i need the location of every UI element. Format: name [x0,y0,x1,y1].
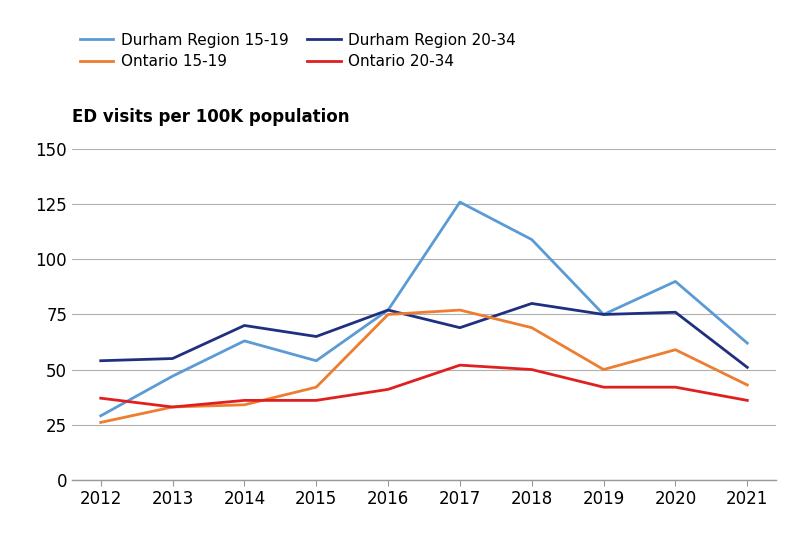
Ontario 20-34 [168,404,178,410]
Ontario 20-34 [383,386,393,393]
Ontario 20-34 [527,366,537,373]
Durham Region 20-34 [598,311,608,318]
Ontario 15-19 [168,404,178,410]
Durham Region 20-34 [383,307,393,313]
Ontario 20-34 [96,395,106,401]
Line: Durham Region 15-19: Durham Region 15-19 [101,202,747,416]
Durham Region 15-19 [742,340,752,346]
Durham Region 20-34 [455,325,465,331]
Durham Region 20-34 [240,322,250,329]
Line: Durham Region 20-34: Durham Region 20-34 [101,303,747,367]
Legend: Durham Region 15-19, Ontario 15-19, Durham Region 20-34, Ontario 20-34: Durham Region 15-19, Ontario 15-19, Durh… [80,33,516,69]
Durham Region 15-19 [527,236,537,243]
Ontario 15-19 [527,325,537,331]
Text: ED visits per 100K population: ED visits per 100K population [72,108,350,126]
Ontario 20-34 [240,397,250,403]
Durham Region 15-19 [383,307,393,313]
Durham Region 20-34 [742,364,752,370]
Durham Region 15-19 [670,278,680,285]
Durham Region 15-19 [598,311,608,318]
Durham Region 15-19 [240,338,250,344]
Durham Region 15-19 [96,413,106,419]
Ontario 15-19 [742,382,752,388]
Durham Region 20-34 [670,309,680,316]
Durham Region 15-19 [455,199,465,205]
Durham Region 20-34 [527,300,537,306]
Line: Ontario 20-34: Ontario 20-34 [101,365,747,407]
Ontario 20-34 [455,362,465,368]
Line: Ontario 15-19: Ontario 15-19 [101,310,747,423]
Ontario 20-34 [598,384,608,390]
Ontario 15-19 [96,419,106,426]
Durham Region 15-19 [168,373,178,379]
Ontario 20-34 [311,397,321,403]
Ontario 15-19 [311,384,321,390]
Ontario 15-19 [598,366,608,373]
Ontario 15-19 [670,346,680,353]
Durham Region 20-34 [96,358,106,364]
Durham Region 20-34 [168,356,178,362]
Ontario 15-19 [455,307,465,313]
Ontario 20-34 [742,397,752,403]
Durham Region 20-34 [311,333,321,340]
Durham Region 15-19 [311,358,321,364]
Ontario 15-19 [240,401,250,408]
Ontario 15-19 [383,311,393,318]
Ontario 20-34 [670,384,680,390]
